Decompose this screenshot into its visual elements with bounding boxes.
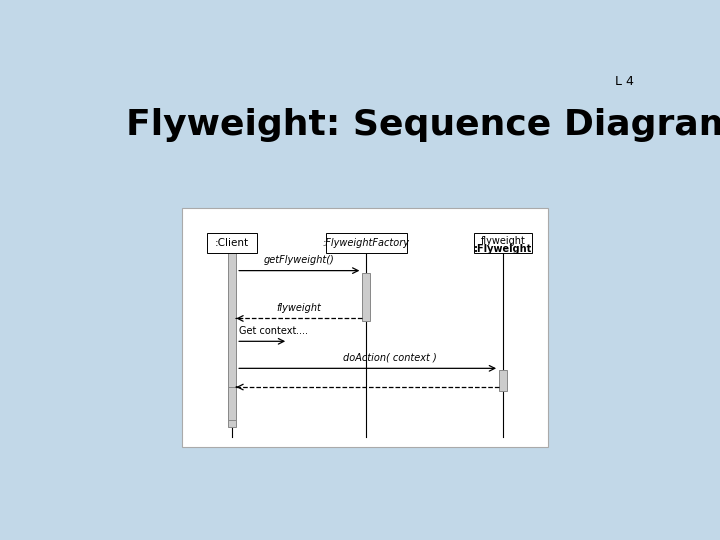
- Text: ....: ....: [297, 326, 308, 336]
- Bar: [325, 233, 407, 253]
- Bar: [207, 233, 258, 253]
- Text: flyweight: flyweight: [276, 303, 322, 313]
- Bar: [228, 250, 236, 427]
- Bar: [182, 208, 547, 447]
- Text: L 4: L 4: [615, 75, 634, 88]
- Bar: [362, 273, 370, 321]
- Text: doAction( context ): doAction( context ): [343, 353, 437, 363]
- Bar: [228, 387, 236, 420]
- Text: Flyweight: Sequence Diagram: Flyweight: Sequence Diagram: [126, 109, 720, 143]
- Text: flyweight: flyweight: [480, 236, 526, 246]
- Text: :FlyweightFactory: :FlyweightFactory: [323, 238, 410, 248]
- Bar: [499, 370, 507, 391]
- Text: :Client: :Client: [215, 238, 249, 248]
- Text: getFlyweight(): getFlyweight(): [264, 255, 335, 265]
- Bar: [474, 233, 532, 253]
- Text: Get context: Get context: [239, 326, 297, 336]
- Text: :Flyweight: :Flyweight: [474, 244, 532, 254]
